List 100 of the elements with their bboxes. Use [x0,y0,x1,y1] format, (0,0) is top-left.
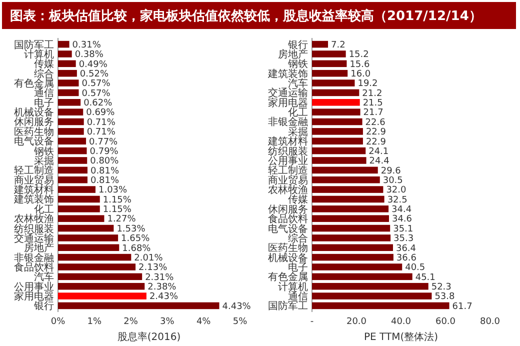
bar [312,254,394,261]
bar [58,224,114,232]
data-label: 34.6 [392,214,412,225]
data-label: 21.7 [363,108,384,118]
data-label: 1.15% [102,205,132,216]
bar [312,215,389,222]
bar [58,70,77,77]
x-tick-label: 5% [232,317,248,327]
data-label: 1.27% [107,214,136,225]
bar [312,302,450,310]
bar [58,206,100,212]
data-label: 0.80% [90,156,120,167]
x-tick-label: - [310,317,314,327]
bar [58,147,87,154]
bar [312,157,366,164]
data-label: 32.0 [386,186,407,196]
bar [58,138,86,144]
bar [312,50,346,58]
bar [58,128,84,135]
data-label: 1.15% [102,195,132,206]
data-label: 35.3 [394,234,414,244]
data-label: 24.4 [369,156,390,167]
bar [58,98,81,106]
bar [312,292,432,300]
bar [312,40,328,48]
data-label: 15.6 [350,60,370,70]
bar [58,244,120,252]
y-tick-label: 电子 [288,261,308,274]
data-label: 0.81% [90,176,120,186]
y-tick-label: 家用电器 [268,96,308,109]
data-label: 45.1 [415,272,436,283]
data-label: 1.03% [98,186,128,196]
bar [312,108,360,116]
x-axis-title: PE TTM(整体法) [364,331,438,343]
bar [58,292,146,300]
data-label: 2.38% [148,282,177,292]
bar [312,60,347,68]
x-tick-label: 40.0 [390,317,412,327]
y-tick-label: 采掘 [288,126,308,138]
data-label: 35.1 [393,224,414,234]
bar [312,138,363,144]
y-tick-label: 食品饮料 [14,261,54,274]
data-label: 36.4 [396,244,416,254]
data-label: 1.68% [122,244,152,254]
y-tick-label: 房地产 [278,48,308,60]
y-tick-label: 国防军工 [268,300,308,312]
data-label: 32.5 [387,195,408,206]
y-tick-label: 采掘 [34,154,54,167]
bar [58,118,84,126]
bar [58,176,88,184]
x-tick-label: 60.0 [435,317,456,327]
data-label: 2.43% [149,292,178,302]
data-label: 4.43% [222,302,252,312]
data-label: 0.49% [78,60,108,70]
x-tick-label: 3% [160,317,175,327]
bar [58,273,142,280]
bar [58,166,88,174]
y-tick-label: 房地产 [24,242,54,254]
data-label: 34.4 [392,205,412,216]
data-label: 21.2 [362,88,382,99]
data-label: 61.7 [452,302,472,312]
data-label: 52.3 [431,282,452,292]
data-label: 0.57% [82,88,111,99]
bar [58,80,79,86]
y-tick-label: 传媒 [288,194,308,206]
bar [58,108,84,116]
data-label: 0.31% [72,40,102,50]
bar [312,166,378,174]
data-label: 22.9 [366,137,386,148]
bar [312,206,389,212]
bar [58,50,72,58]
y-tick-label: 电子 [34,96,54,109]
data-label: 2.31% [145,272,174,283]
data-label: 22.6 [365,118,386,128]
y-tick-label: 休闲服务 [268,203,308,216]
y-tick-label: 非银金融 [14,252,54,264]
data-label: 16.0 [350,69,371,80]
bar [58,186,96,193]
data-label: 0.77% [89,137,118,148]
data-label: 53.8 [434,292,456,302]
data-label: 30.5 [382,176,403,186]
data-label: 2.01% [134,253,164,264]
bar [58,60,76,68]
data-label: 0.71% [86,128,116,138]
bar [312,98,360,106]
data-label: 29.6 [380,166,402,176]
data-label: 0.38% [74,50,104,60]
y-tick-label: 计算机 [24,48,54,60]
y-tick-label: 纺织服装 [14,222,54,235]
bar [312,224,390,232]
bar [58,302,220,310]
bar [312,147,366,154]
bar [58,89,79,96]
data-label: 2.13% [138,263,168,274]
bar [58,40,70,48]
data-label: 0.79% [90,146,119,157]
data-label: 0.71% [86,118,116,128]
data-label: 0.52% [80,69,109,80]
x-tick-label: 0% [50,317,66,327]
bar [312,234,391,242]
